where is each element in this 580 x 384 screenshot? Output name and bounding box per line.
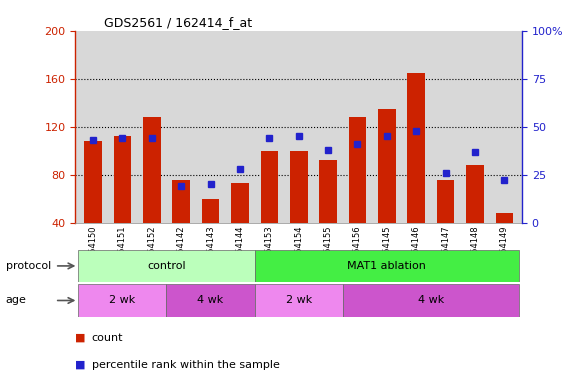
Bar xyxy=(349,117,367,223)
Text: count: count xyxy=(92,333,123,343)
Bar xyxy=(114,136,131,223)
Bar xyxy=(143,117,161,223)
Bar xyxy=(255,250,519,282)
Text: control: control xyxy=(147,261,186,271)
Bar xyxy=(319,161,337,223)
Bar xyxy=(466,165,484,223)
Bar xyxy=(407,73,425,223)
Text: 2 wk: 2 wk xyxy=(109,295,136,306)
Bar xyxy=(437,180,454,223)
Text: percentile rank within the sample: percentile rank within the sample xyxy=(92,360,280,370)
Text: 2 wk: 2 wk xyxy=(285,295,312,306)
Text: ■: ■ xyxy=(75,360,86,370)
Bar xyxy=(255,284,343,317)
Bar xyxy=(343,284,519,317)
Bar xyxy=(202,199,219,223)
Text: GDS2561 / 162414_f_at: GDS2561 / 162414_f_at xyxy=(104,16,252,29)
Text: ■: ■ xyxy=(75,333,86,343)
Text: 4 wk: 4 wk xyxy=(418,295,444,306)
Bar xyxy=(78,250,255,282)
Bar xyxy=(78,284,166,317)
Bar xyxy=(260,151,278,223)
Bar xyxy=(84,141,102,223)
Bar xyxy=(166,284,255,317)
Bar xyxy=(378,109,396,223)
Bar xyxy=(172,180,190,223)
Text: age: age xyxy=(6,295,27,306)
Bar xyxy=(231,183,249,223)
Text: protocol: protocol xyxy=(6,261,51,271)
Text: 4 wk: 4 wk xyxy=(197,295,224,306)
Bar xyxy=(290,151,307,223)
Text: MAT1 ablation: MAT1 ablation xyxy=(347,261,426,271)
Bar xyxy=(495,213,513,223)
